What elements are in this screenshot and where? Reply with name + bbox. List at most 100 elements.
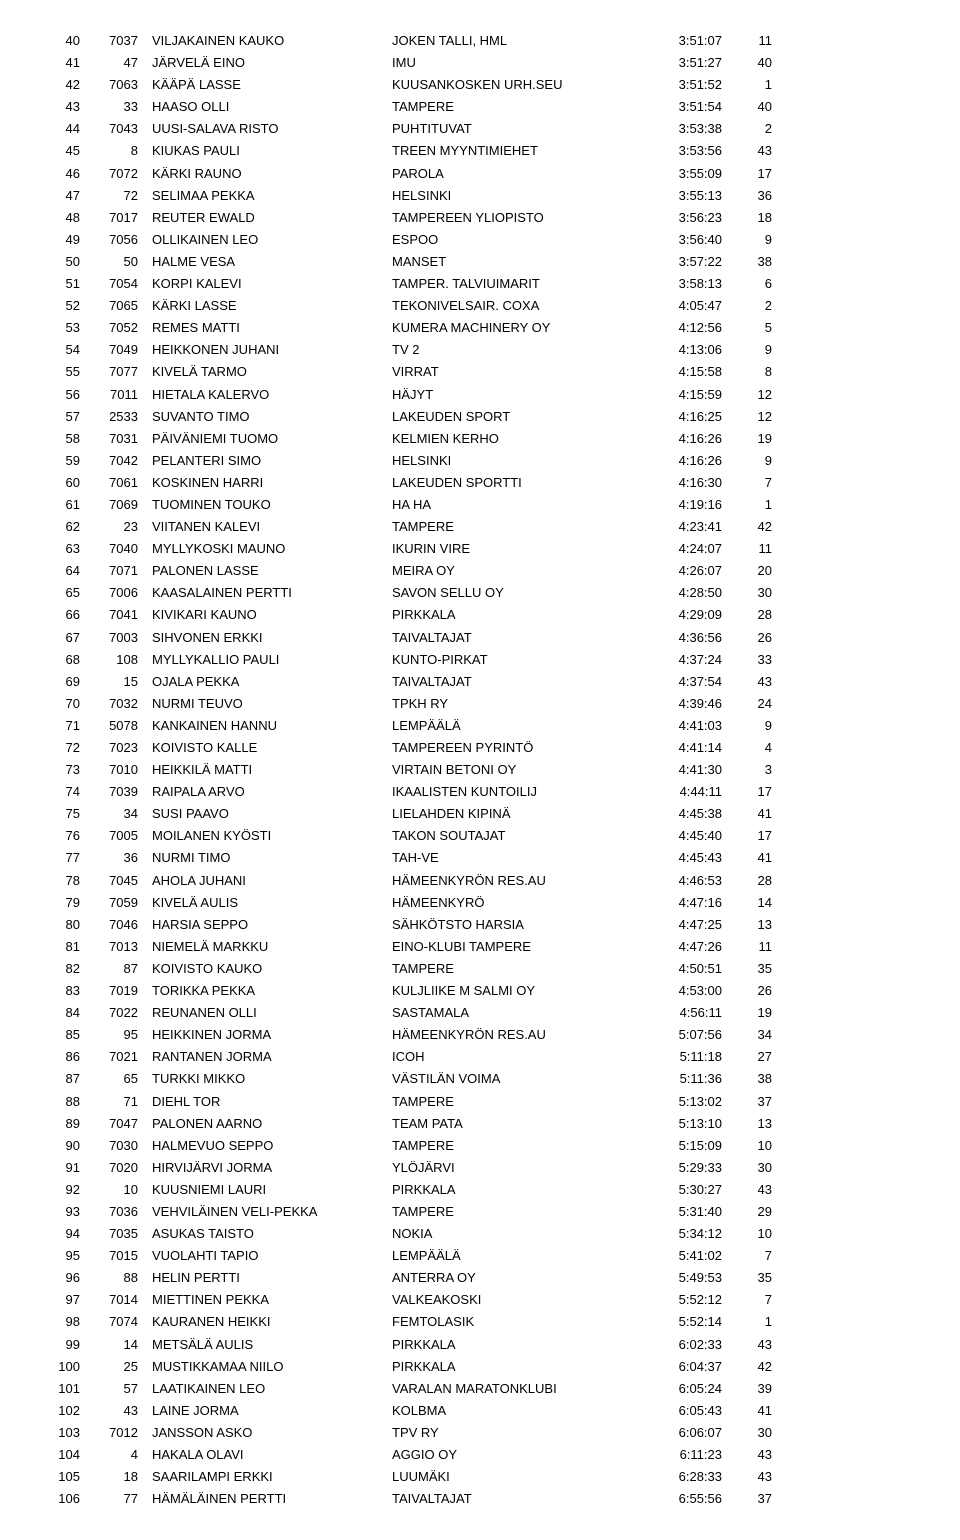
table-row: 467072KÄRKI RAUNOPAROLA3:55:0917 (40, 163, 920, 185)
cell-name: KAURANEN HEIKKI (152, 1311, 392, 1333)
table-row: 10518SAARILAMPI ERKKILUUMÄKI6:28:3343 (40, 1466, 920, 1488)
cell-name: VEHVILÄINEN VELI-PEKKA (152, 1201, 392, 1223)
cell-bib: 7010 (88, 759, 152, 781)
cell-name: HEIKKILÄ MATTI (152, 759, 392, 781)
cell-time: 5:52:12 (642, 1289, 722, 1311)
cell-name: KÄRKI LASSE (152, 295, 392, 317)
cell-last: 40 (722, 52, 772, 74)
cell-rank: 46 (40, 163, 88, 185)
cell-rank: 43 (40, 96, 88, 118)
table-row: 987074KAURANEN HEIKKIFEMTOLASIK5:52:141 (40, 1311, 920, 1333)
cell-time: 3:51:27 (642, 52, 722, 74)
cell-last: 17 (722, 163, 772, 185)
cell-time: 4:44:11 (642, 781, 722, 803)
cell-bib: 7011 (88, 384, 152, 406)
cell-club: KELMIEN KERHO (392, 428, 642, 450)
cell-rank: 61 (40, 494, 88, 516)
cell-time: 5:11:36 (642, 1068, 722, 1090)
cell-last: 6 (722, 273, 772, 295)
cell-time: 4:26:07 (642, 560, 722, 582)
cell-last: 43 (722, 1334, 772, 1356)
table-row: 977014MIETTINEN PEKKAVALKEAKOSKI5:52:127 (40, 1289, 920, 1311)
cell-rank: 55 (40, 361, 88, 383)
cell-time: 3:56:40 (642, 229, 722, 251)
cell-rank: 93 (40, 1201, 88, 1223)
table-row: 447043UUSI-SALAVA RISTOPUHTITUVAT3:53:38… (40, 118, 920, 140)
table-row: 677003SIHVONEN ERKKITAIVALTAJAT4:36:5626 (40, 627, 920, 649)
cell-club: PIRKKALA (392, 604, 642, 626)
cell-time: 5:52:14 (642, 1311, 722, 1333)
cell-name: KOSKINEN HARRI (152, 472, 392, 494)
cell-name: KIUKAS PAULI (152, 140, 392, 162)
cell-name: METSÄLÄ AULIS (152, 1334, 392, 1356)
cell-club: PIRKKALA (392, 1179, 642, 1201)
cell-name: REMES MATTI (152, 317, 392, 339)
cell-club: KUNTO-PIRKAT (392, 649, 642, 671)
cell-last: 8 (722, 361, 772, 383)
cell-bib: 7077 (88, 361, 152, 383)
cell-rank: 100 (40, 1356, 88, 1378)
cell-bib: 87 (88, 958, 152, 980)
cell-name: HALMEVUO SEPPO (152, 1135, 392, 1157)
cell-bib: 43 (88, 1400, 152, 1422)
cell-club: LAKEUDEN SPORTTI (392, 472, 642, 494)
cell-last: 30 (722, 1157, 772, 1179)
cell-bib: 50 (88, 251, 152, 273)
cell-name: PALONEN AARNO (152, 1113, 392, 1135)
table-row: 597042PELANTERI SIMOHELSINKI4:16:269 (40, 450, 920, 472)
cell-time: 5:41:02 (642, 1245, 722, 1267)
cell-last: 7 (722, 1245, 772, 1267)
cell-rank: 53 (40, 317, 88, 339)
cell-club: HÄJYT (392, 384, 642, 406)
cell-last: 28 (722, 870, 772, 892)
cell-last: 36 (722, 185, 772, 207)
cell-name: VILJAKAINEN KAUKO (152, 30, 392, 52)
cell-bib: 7020 (88, 1157, 152, 1179)
table-row: 837019TORIKKA PEKKAKULJLIIKE M SALMI OY4… (40, 980, 920, 1002)
table-row: 572533SUVANTO TIMOLAKEUDEN SPORT4:16:251… (40, 406, 920, 428)
cell-club: MEIRA OY (392, 560, 642, 582)
cell-rank: 104 (40, 1444, 88, 1466)
cell-bib: 7074 (88, 1311, 152, 1333)
cell-last: 43 (722, 1466, 772, 1488)
table-row: 707032NURMI TEUVOTPKH RY4:39:4624 (40, 693, 920, 715)
table-row: 8287KOIVISTO KAUKOTAMPERE4:50:5135 (40, 958, 920, 980)
cell-time: 6:11:23 (642, 1444, 722, 1466)
cell-last: 38 (722, 1068, 772, 1090)
table-row: 897047PALONEN AARNOTEAM PATA5:13:1013 (40, 1113, 920, 1135)
cell-name: MUSTIKKAMAA NIILO (152, 1356, 392, 1378)
results-table: 407037VILJAKAINEN KAUKOJOKEN TALLI, HML3… (40, 30, 920, 1510)
table-row: 937036VEHVILÄINEN VELI-PEKKATAMPERE5:31:… (40, 1201, 920, 1223)
cell-name: KORPI KALEVI (152, 273, 392, 295)
cell-bib: 7052 (88, 317, 152, 339)
cell-rank: 69 (40, 671, 88, 693)
cell-rank: 92 (40, 1179, 88, 1201)
cell-rank: 48 (40, 207, 88, 229)
cell-club: TAMPEREEN PYRINTÖ (392, 737, 642, 759)
cell-bib: 7036 (88, 1201, 152, 1223)
cell-bib: 7061 (88, 472, 152, 494)
cell-bib: 23 (88, 516, 152, 538)
cell-time: 6:05:43 (642, 1400, 722, 1422)
cell-rank: 56 (40, 384, 88, 406)
cell-last: 2 (722, 295, 772, 317)
cell-time: 5:13:10 (642, 1113, 722, 1135)
cell-club: VIRTAIN BETONI OY (392, 759, 642, 781)
cell-time: 4:15:58 (642, 361, 722, 383)
table-row: 7736NURMI TIMOTAH-VE4:45:4341 (40, 847, 920, 869)
cell-bib: 7035 (88, 1223, 152, 1245)
table-row: 737010HEIKKILÄ MATTIVIRTAIN BETONI OY4:4… (40, 759, 920, 781)
cell-last: 1 (722, 1311, 772, 1333)
cell-rank: 49 (40, 229, 88, 251)
cell-bib: 108 (88, 649, 152, 671)
cell-bib: 33 (88, 96, 152, 118)
cell-last: 1 (722, 494, 772, 516)
cell-time: 4:39:46 (642, 693, 722, 715)
cell-bib: 7047 (88, 1113, 152, 1135)
table-row: 547049HEIKKONEN JUHANITV 24:13:069 (40, 339, 920, 361)
cell-time: 4:16:26 (642, 450, 722, 472)
cell-rank: 103 (40, 1422, 88, 1444)
cell-club: IKAALISTEN KUNTOILIJ (392, 781, 642, 803)
cell-rank: 73 (40, 759, 88, 781)
cell-bib: 7056 (88, 229, 152, 251)
